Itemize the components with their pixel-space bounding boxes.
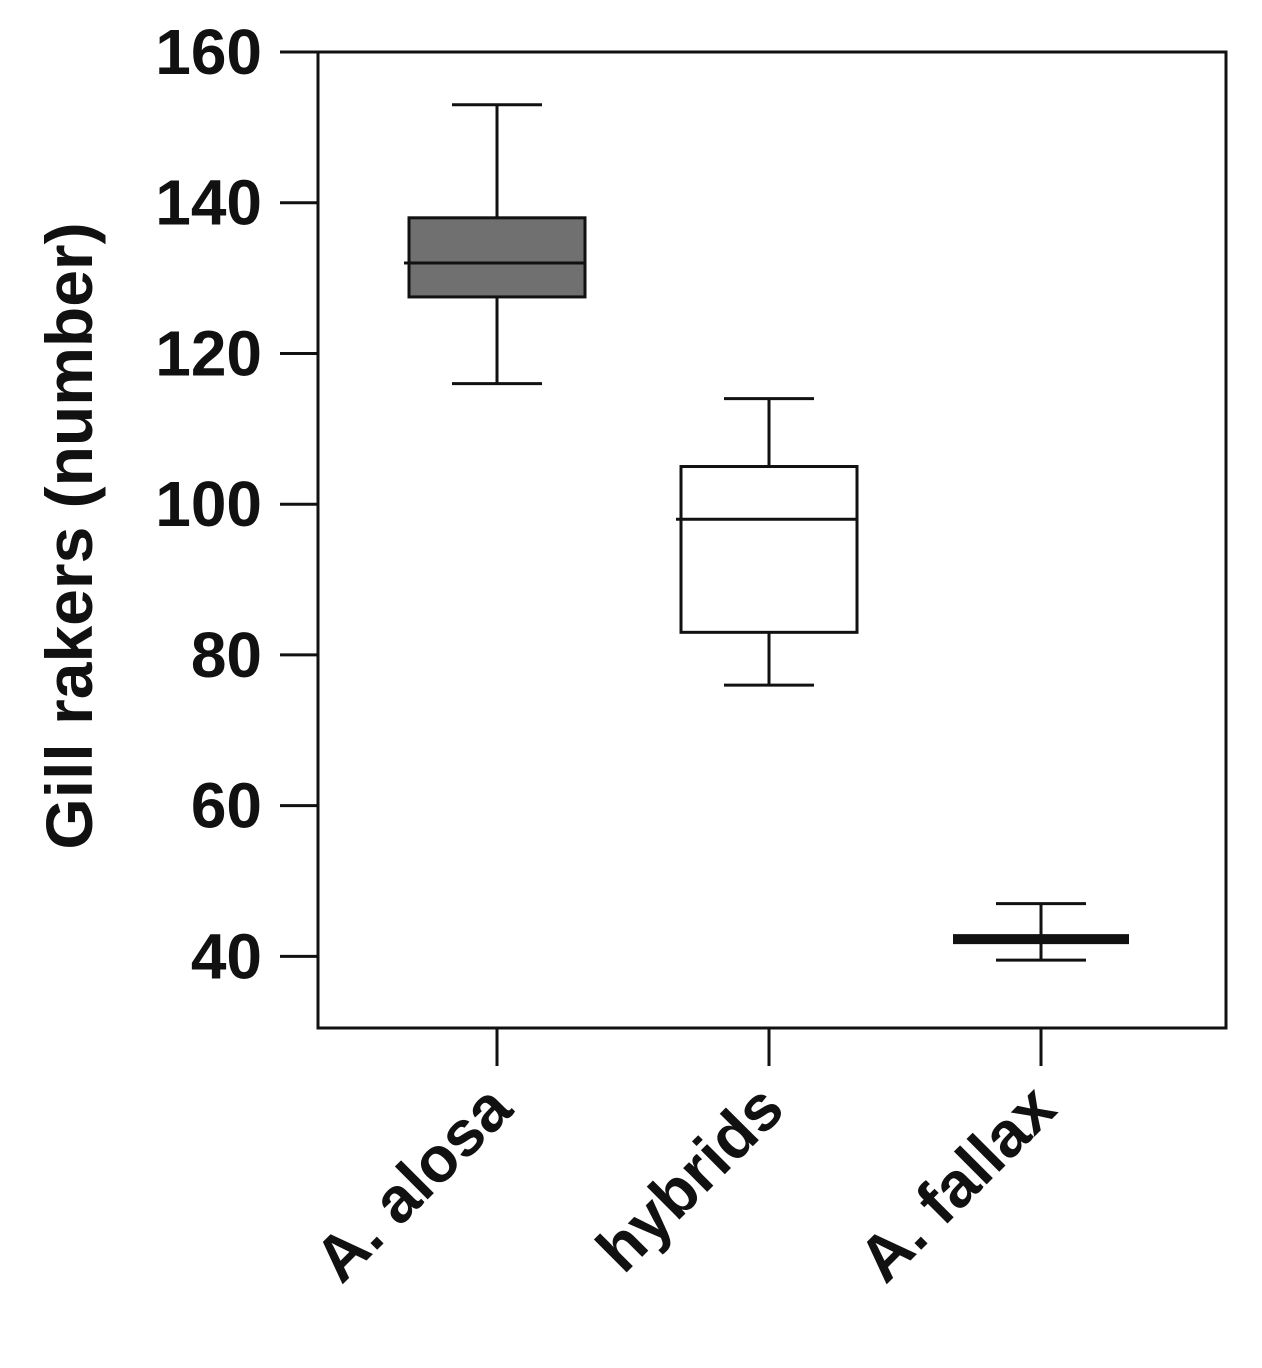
box-body bbox=[679, 465, 859, 634]
box-3 bbox=[953, 902, 1129, 962]
x-axis: A. alosa hybrids A. fallax bbox=[300, 1028, 1069, 1295]
box-2 bbox=[676, 397, 859, 687]
boxes-group bbox=[404, 103, 1129, 962]
y-tick-label-40: 40 bbox=[191, 920, 262, 992]
x-tick-label-2: hybrids bbox=[583, 1071, 797, 1285]
y-tick-label-120: 120 bbox=[155, 317, 262, 389]
box-1 bbox=[404, 103, 587, 386]
x-tick-label-1: A. alosa bbox=[300, 1071, 525, 1296]
y-tick-label-100: 100 bbox=[155, 468, 262, 540]
plot-border bbox=[316, 50, 1228, 1030]
y-tick-label-140: 140 bbox=[155, 167, 262, 239]
y-tick-label-80: 80 bbox=[191, 619, 262, 691]
x-tick-label-3: A. fallax bbox=[844, 1071, 1069, 1296]
y-tick-label-60: 60 bbox=[191, 770, 262, 842]
y-axis: 40 60 80 100 120 140 160 bbox=[155, 16, 318, 992]
y-tick-label-160: 160 bbox=[155, 16, 262, 88]
y-axis-title: Gill rakers (number) bbox=[32, 222, 106, 849]
box-body bbox=[407, 216, 587, 299]
